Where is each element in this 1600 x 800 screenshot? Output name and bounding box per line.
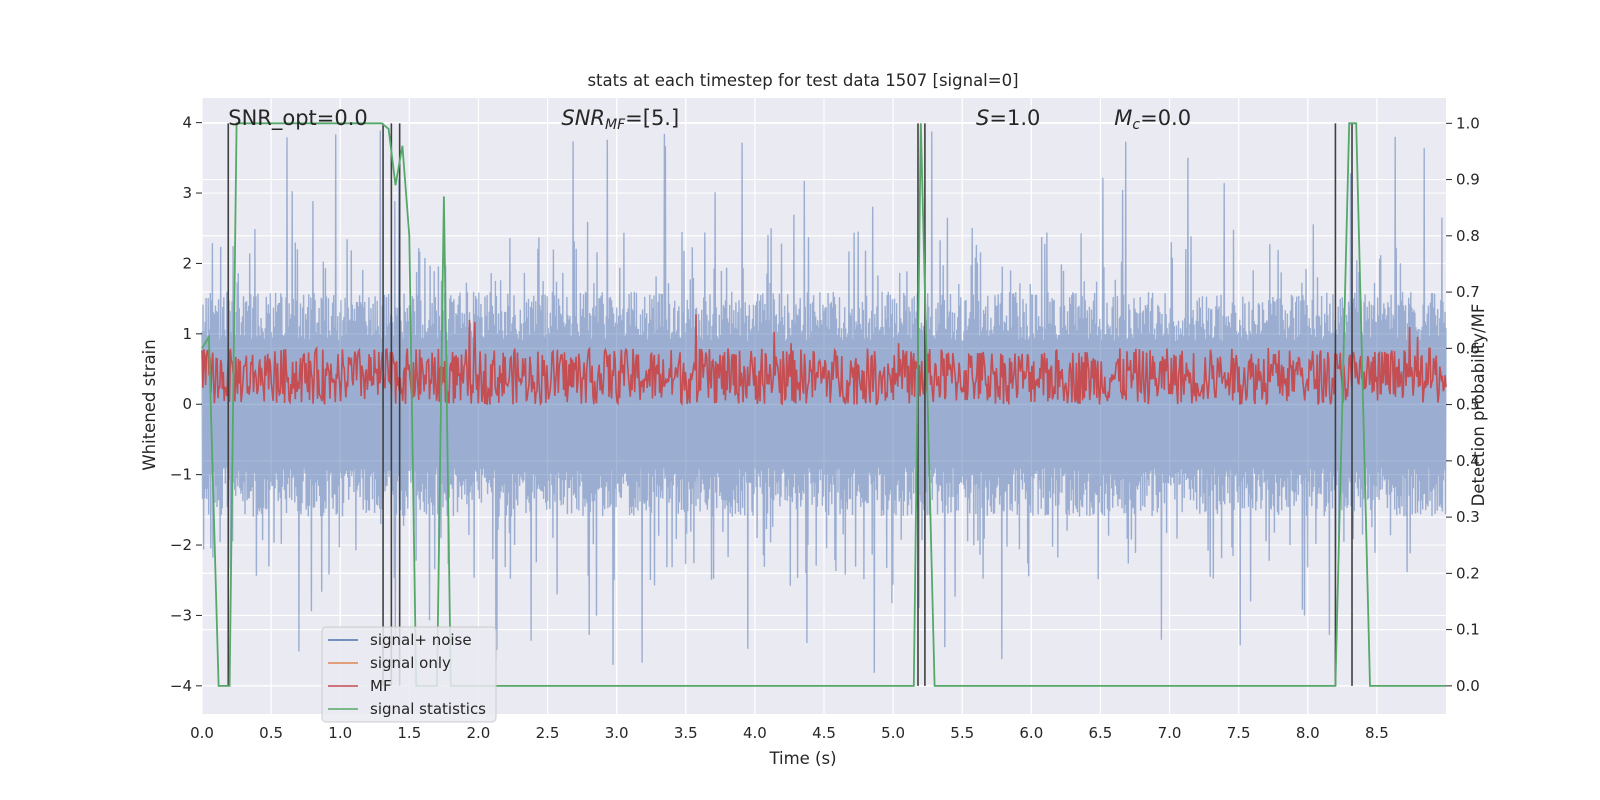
x-tick-label: 3.5 [674, 724, 698, 742]
y-tick-label-left: −1 [170, 466, 192, 484]
chart-title: stats at each timestep for test data 150… [587, 71, 1018, 90]
annotations: SNR_opt=0.0 SNRMF=[5.] S=1.0 Mc=0.0 [228, 106, 1191, 133]
x-tick-label: 7.0 [1158, 724, 1182, 742]
y-tick-label-left: 4 [182, 114, 192, 132]
x-tick-label: 8.0 [1296, 724, 1320, 742]
y-tick-label-left: −2 [170, 536, 192, 554]
y-tick-label-right: 0.1 [1456, 621, 1480, 639]
y-tick-label-right: 0.8 [1456, 227, 1480, 245]
legend-box [321, 626, 497, 723]
y-tick-label-right: 1.0 [1456, 114, 1480, 132]
x-tick-label: 6.5 [1089, 724, 1113, 742]
x-tick-label: 4.5 [812, 724, 836, 742]
y-axis-label-right: Detection probability/MF [1469, 304, 1488, 507]
legend-label-signal-noise: signal+ noise [370, 631, 472, 649]
y-tick-label-left: −3 [170, 606, 192, 624]
x-tick-label: 1.0 [328, 724, 352, 742]
y-tick-label-left: −4 [170, 677, 192, 695]
x-tick-label: 8.5 [1365, 724, 1389, 742]
y-tick-label-right: 0.0 [1456, 677, 1480, 695]
y-tick-label-right: 0.9 [1456, 171, 1480, 189]
x-tick-label: 6.0 [1019, 724, 1043, 742]
x-tick-label: 5.0 [881, 724, 905, 742]
mf-line [201, 314, 1447, 407]
x-tick-label: 2.0 [467, 724, 491, 742]
x-tick-label: 1.5 [397, 724, 421, 742]
y-axis-label-left: Whitened strain [140, 339, 159, 470]
x-tick-label: 0.0 [190, 724, 214, 742]
y-tick-label-right: 0.2 [1456, 564, 1480, 582]
annotation: Mc=0.0 [1114, 106, 1191, 133]
x-tick-label: 5.5 [950, 724, 974, 742]
series-mf [201, 314, 1447, 407]
y-tick-label-left: 0 [182, 395, 192, 413]
legend-label-signal-only: signal only [370, 654, 451, 672]
y-tick-label-right: 0.7 [1456, 283, 1480, 301]
x-tick-label: 4.0 [743, 724, 767, 742]
y-tick-label-left: 1 [182, 325, 192, 343]
y-tick-label-right: 0.6 [1456, 339, 1480, 357]
y-tick-label-right: 0.5 [1456, 396, 1480, 414]
x-axis-label: Time (s) [768, 749, 836, 768]
y-tick-label-right: 0.3 [1456, 508, 1480, 526]
x-tick-label: 0.5 [259, 724, 283, 742]
y-tick-label-right: 0.4 [1456, 452, 1480, 470]
x-tick-label: 3.0 [605, 724, 629, 742]
ticks: 0.0 0.5 1.0 1.5 2.0 2.5 3.0 3.5 4.0 4.5 5.0 5.5 6.0 6… [170, 114, 1480, 742]
legend: signal+ noise signal only MF signal stat… [321, 626, 497, 723]
y-tick-label-left: 2 [182, 254, 192, 272]
legend-label-signal-statistics: signal statistics [370, 700, 486, 718]
signal-noise-line [201, 130, 1447, 673]
x-tick-label: 7.5 [1227, 724, 1251, 742]
annotation: S=1.0 [976, 106, 1040, 130]
x-tick-label: 2.5 [536, 724, 560, 742]
annotation: SNR_opt=0.0 [228, 106, 368, 131]
annotation: SNRMF=[5.] [561, 106, 679, 133]
legend-label-mf: MF [370, 677, 392, 695]
y-tick-label-left: 3 [182, 184, 192, 202]
series-signal-noise [201, 130, 1447, 673]
